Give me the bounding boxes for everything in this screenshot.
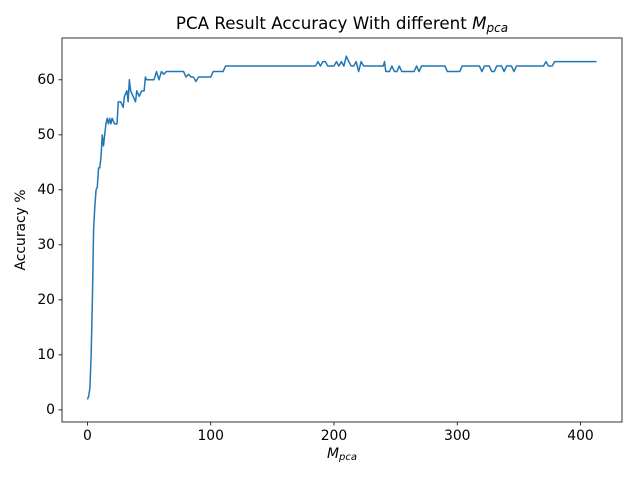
y-tick-label: 50 [37, 127, 55, 143]
x-label-subscript: pca [338, 452, 357, 463]
x-tick-label: 300 [444, 428, 471, 444]
y-tick-label: 30 [37, 237, 55, 253]
title-text: PCA Result Accuracy With different [176, 13, 467, 33]
x-tick-label: 100 [197, 428, 224, 444]
y-tick-label: 0 [46, 402, 55, 418]
chart-title: PCA Result Accuracy With different Mpca [176, 13, 508, 35]
y-tick-label: 20 [37, 292, 55, 308]
y-tick-label: 60 [37, 72, 55, 88]
x-tick-label: 200 [321, 428, 348, 444]
x-axis-label: Mpca [327, 446, 357, 463]
title-symbol: M [472, 13, 486, 33]
data-line [86, 55, 597, 400]
title-subscript: pca [486, 21, 509, 35]
x-label-symbol: M [327, 446, 339, 462]
y-axis-label: Accuracy % [13, 189, 29, 270]
plot-frame [61, 37, 623, 423]
y-tick-label: 40 [37, 182, 55, 198]
x-tick-label: 0 [83, 428, 92, 444]
y-tick-label: 10 [37, 347, 55, 363]
x-tick-label: 400 [567, 428, 594, 444]
